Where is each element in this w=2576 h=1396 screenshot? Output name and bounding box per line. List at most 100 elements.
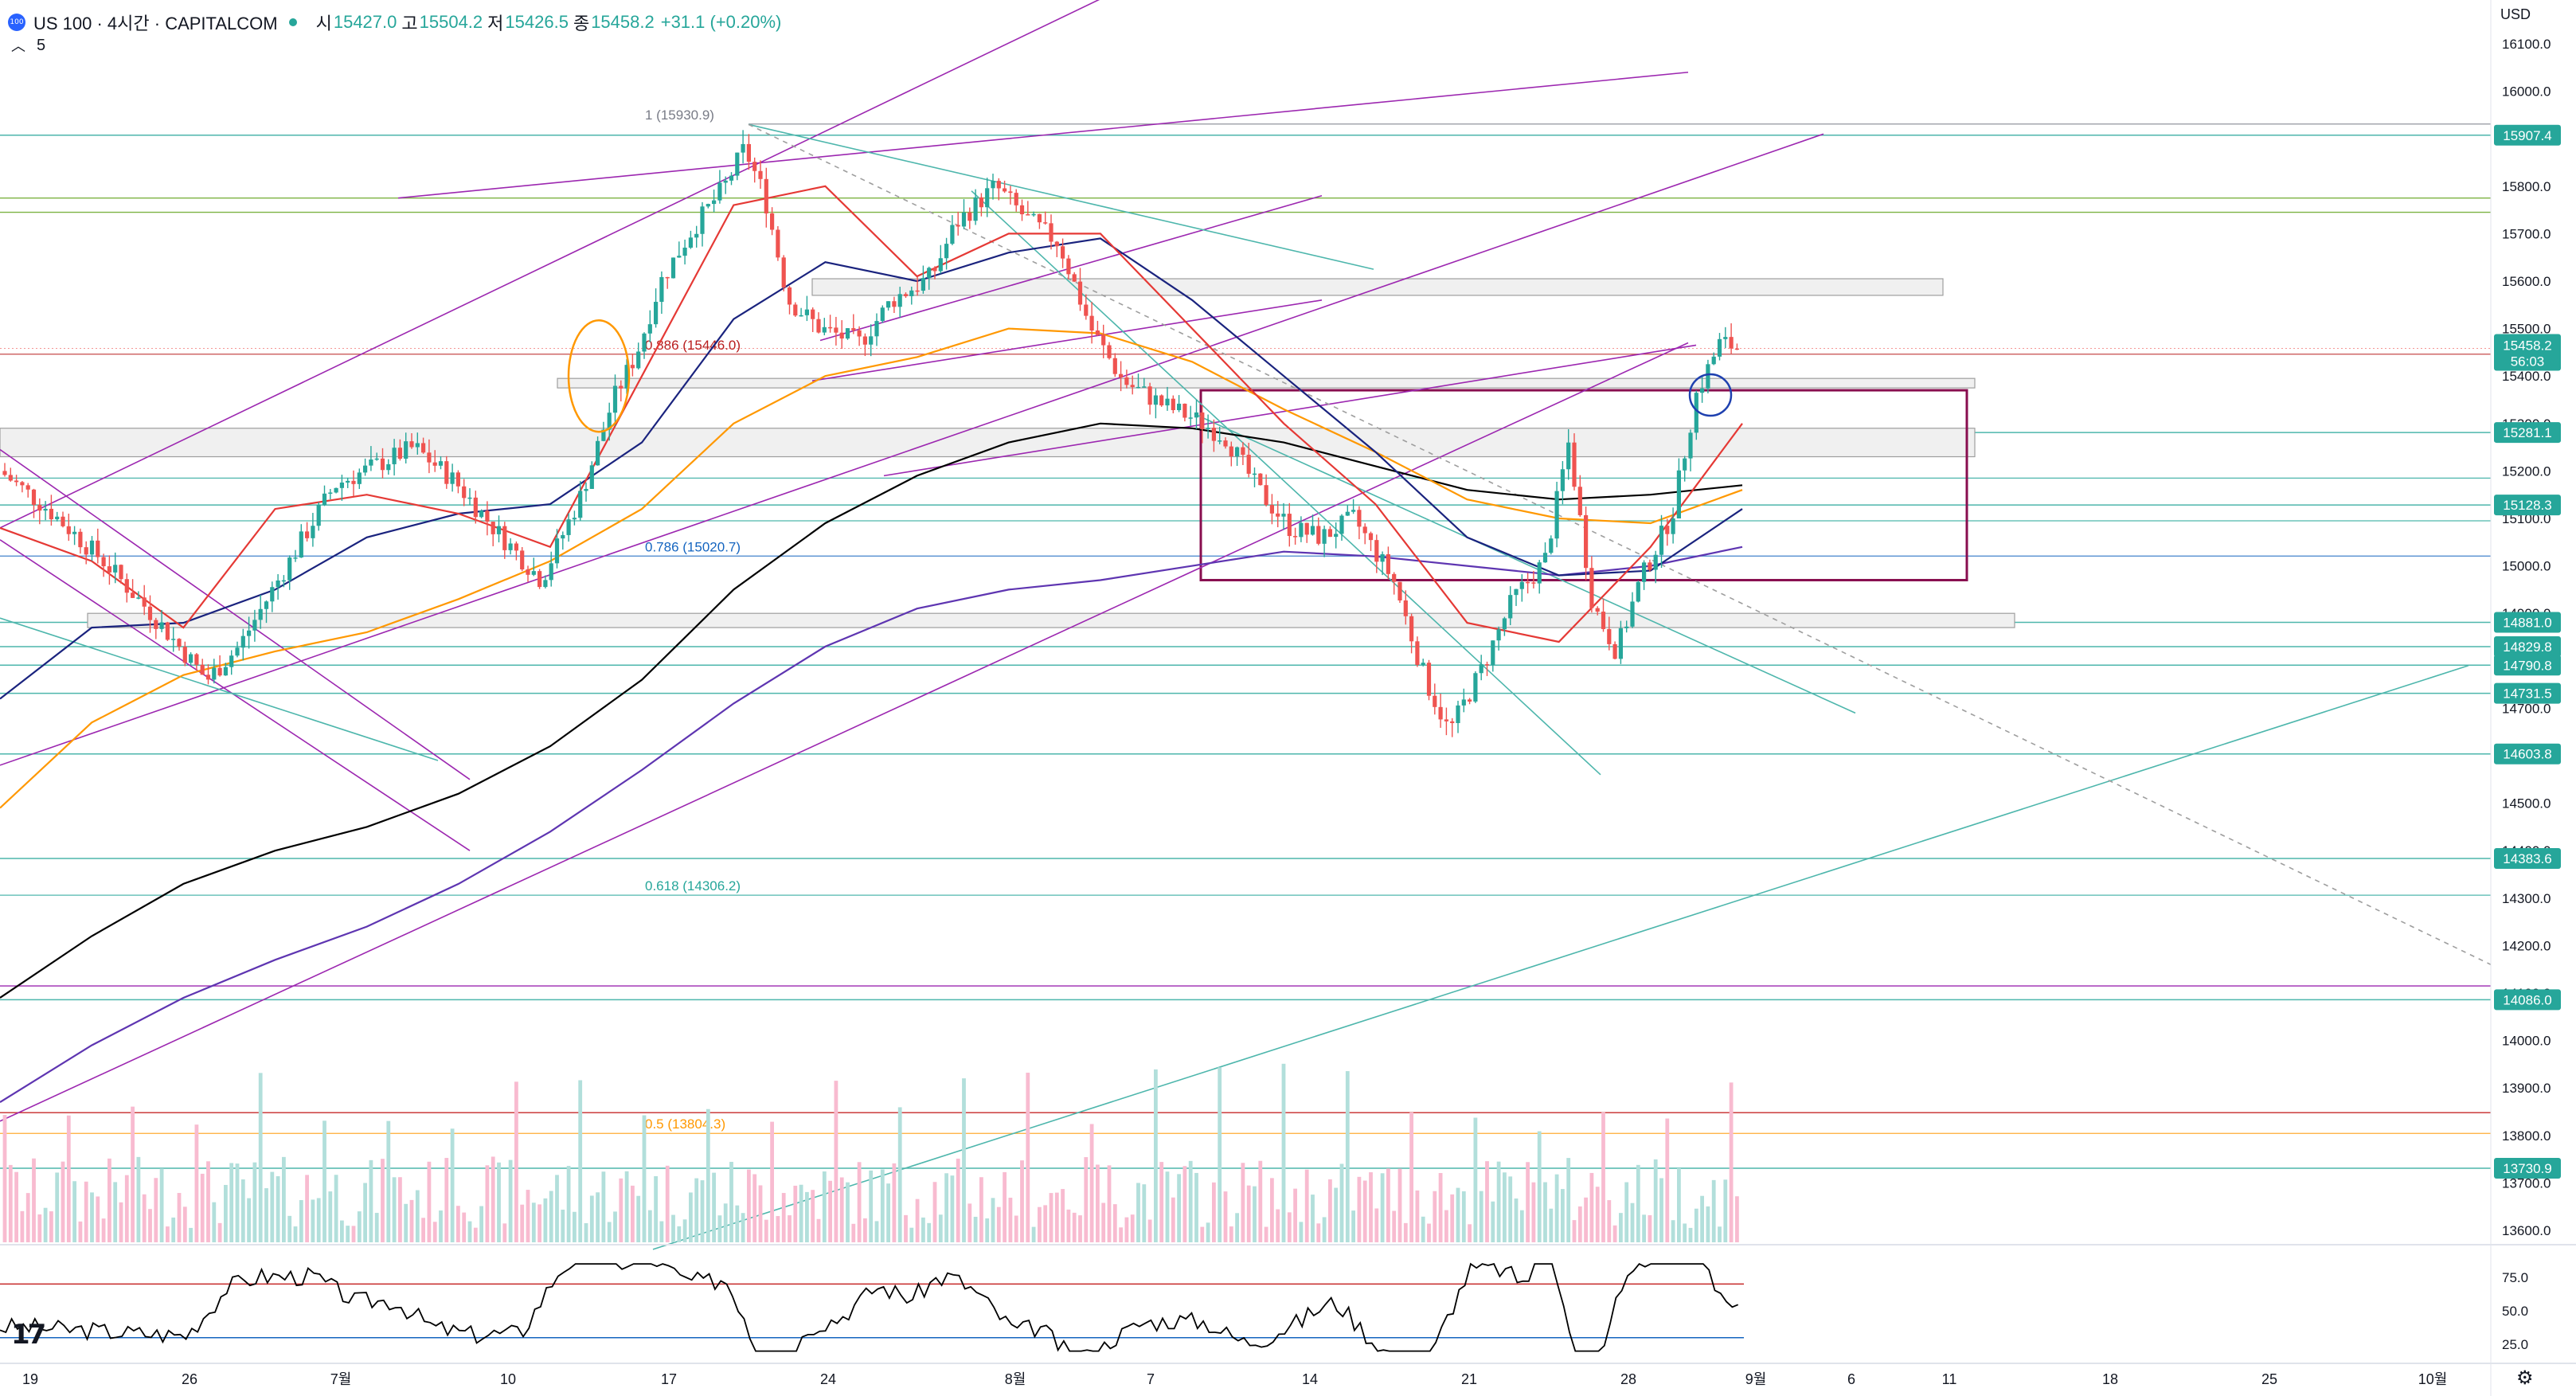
symbol-logo-icon[interactable]: 100 [8,14,25,31]
volume-bar [1572,1220,1577,1242]
market-status-icon [288,18,297,26]
zones [0,278,2015,628]
candle-body [1618,628,1623,659]
volume-bar [43,1207,48,1242]
volume-bar [1206,1222,1210,1242]
volume-bar [14,1171,18,1242]
price-label-box [2494,612,2561,633]
candle-body [909,290,914,296]
price-label-box [2494,1157,2561,1179]
candle-body [182,647,187,663]
volume-bar [549,1191,553,1242]
candle-body [1049,223,1053,242]
candle-body [828,327,833,329]
price-zone [811,278,1944,296]
volume-bar [1194,1172,1198,1242]
volume-bar [1281,1063,1286,1242]
volume-bar [1612,1225,1617,1242]
gear-icon[interactable]: ⚙ [2516,1367,2534,1389]
volume-bar [1008,1198,1013,1242]
tradingview-logo-icon[interactable]: 17 [11,1319,46,1351]
volume-bar [1624,1182,1629,1242]
volume-bar [1374,1208,1379,1242]
time-tick-label: 28 [1620,1371,1636,1387]
time-tick-label: 9월 [1745,1371,1767,1387]
candle-body [816,319,821,333]
volume-bar [689,1192,693,1242]
candle-body [1287,514,1292,537]
volume-bar [206,1161,210,1242]
candle-body [1107,345,1112,358]
volume-bar [1659,1178,1663,1242]
volume-bar [677,1226,682,1242]
candle-body [927,268,932,279]
volume-bar [78,1221,83,1242]
volume-bar [921,1217,925,1242]
candle-body [258,608,263,620]
volume-bar [654,1175,658,1242]
volume-bar [107,1158,111,1242]
volume-bar [1351,1210,1355,1242]
trendline [0,342,1689,1122]
candle-body [612,385,618,413]
volume-bar [589,1195,594,1242]
currency-label[interactable]: USD [2500,6,2531,22]
volume-bar [904,1214,908,1242]
candle-body [1549,538,1554,553]
osc-tick-label: 75.0 [2502,1270,2528,1285]
collapse-chevron-icon[interactable]: ︿ [11,38,25,54]
price-label-box [2494,847,2561,869]
price-label-text: 15281.1 [2503,425,2551,440]
volume-bar [1165,1171,1170,1242]
volume-bar [909,1227,914,1242]
candle-body [543,580,548,588]
candle-body [688,237,693,248]
candle-body [834,327,838,333]
candle-body [1299,522,1304,538]
volume-bar [194,1124,199,1242]
volume-bar [601,1171,606,1242]
candle-body [1130,385,1135,388]
candle-body [252,620,257,631]
candle-body [647,324,652,334]
candle-body [1392,573,1397,582]
candle-body [473,497,478,518]
volume-bar [456,1206,460,1242]
symbol-title[interactable]: US 100 · 4시간 · CAPITALCOM [33,14,278,33]
volume-bar [1334,1187,1339,1242]
volume-bar [1543,1182,1547,1242]
volume-bar [1619,1213,1623,1242]
candle-body [8,475,13,481]
candle-body [851,328,856,330]
volume-bar [805,1191,809,1242]
candle-body [712,200,717,205]
volume-bar [49,1211,53,1242]
volume-bar [874,1221,879,1242]
candle-body [549,563,553,581]
candle-body [729,175,734,181]
volume-bar [142,1194,147,1242]
candle-body [1327,529,1332,538]
volume-bar [1026,1073,1030,1242]
candle-body [404,441,408,459]
volume-bar [962,1078,966,1242]
volume-bar [467,1221,472,1242]
volume-bar [374,1213,379,1242]
candle-body [1444,719,1448,721]
price-label-text: 14790.8 [2503,658,2551,673]
volume-bar [154,1178,158,1242]
time-tick-label: 11 [1942,1371,1957,1387]
volume-bar [700,1180,705,1242]
volume-bar [1561,1189,1565,1242]
candle-body [892,301,897,307]
volume-bar [1683,1223,1687,1242]
moving-average-line [0,185,1743,643]
volume-bar [578,1080,583,1242]
price-tick-label: 13600.0 [2502,1223,2551,1238]
volume-bar [729,1161,733,1242]
candle-body [804,309,809,315]
volume-bar [967,1203,972,1242]
candle-body [839,332,844,339]
candle-body [950,225,955,244]
